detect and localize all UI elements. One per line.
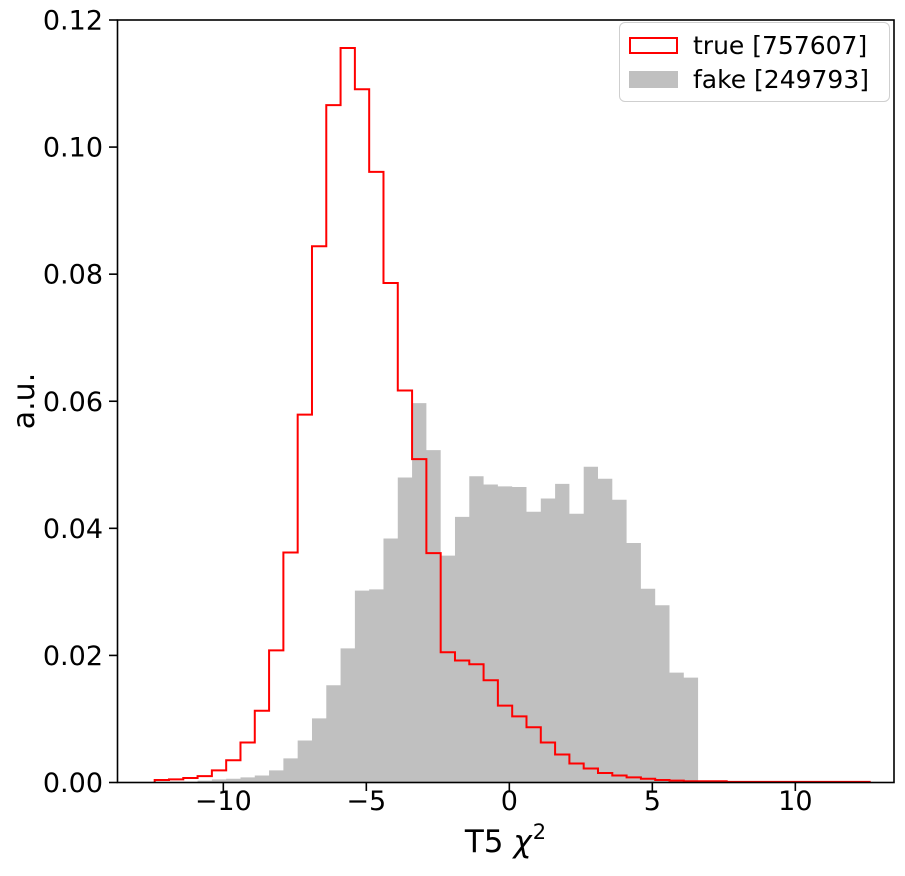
y-tick-label: 0.06 [43,387,103,418]
chi-symbol: χ [513,824,532,860]
legend-entry-fake: fake [249793] [620,67,889,92]
y-tick-label: 0.10 [43,133,103,164]
y-tick-label: 0.12 [43,6,103,37]
y-tick-label: 0.00 [43,768,103,799]
legend: true [757607] fake [249793] [619,22,890,102]
y-tick-label: 0.08 [43,260,103,291]
true-histogram [153,46,871,783]
y-tick-label: 0.04 [43,514,103,545]
y-tick-label: 0.02 [43,641,103,672]
x-tick-label: 0 [501,786,518,817]
fake-histogram [154,403,699,783]
legend-swatch-fake [629,70,678,88]
x-tick-label: −10 [195,786,252,817]
plot-generated-content: −10 −5 0 5 10 0.00 0.02 0.04 0.06 0.08 0.10 0.12 [43,6,895,817]
legend-label-true: true [757607] [693,30,868,60]
legend-entry-true: true [757607] [620,33,889,58]
x-tick-label: 10 [778,786,812,817]
x-tick-label: −5 [346,786,386,817]
y-axis-label: a.u. [7,373,42,429]
chi-exponent: 2 [532,820,547,844]
legend-label-fake: fake [249793] [693,64,869,94]
legend-swatch-true [629,36,678,54]
x-axis-label: T5 χ2 [117,820,894,860]
x-axis-label-text: T5 [464,824,514,860]
x-tick-label: 5 [644,786,661,817]
